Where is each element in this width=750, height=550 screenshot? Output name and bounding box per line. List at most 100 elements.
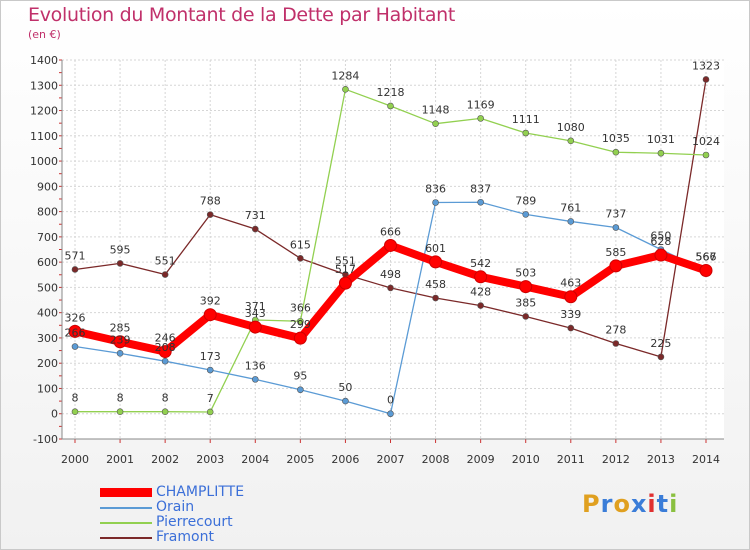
data-label-champlitte: 601 <box>425 242 446 255</box>
data-point-champlitte <box>338 276 352 290</box>
data-label-orain: 173 <box>200 350 221 363</box>
data-label-orain: 836 <box>425 183 446 196</box>
y-tick-label: 1000 <box>30 155 58 168</box>
data-label-pierrecourt: 8 <box>162 392 169 405</box>
data-label-champlitte: 392 <box>200 295 221 308</box>
data-label-pierrecourt: 1080 <box>557 121 585 134</box>
data-point-framont <box>387 284 394 292</box>
data-label-framont: 615 <box>290 238 311 251</box>
legend-item: Orain <box>100 500 244 515</box>
data-label-framont: 385 <box>515 296 536 309</box>
data-label-framont: 595 <box>110 243 131 256</box>
data-label-champlitte: 503 <box>515 267 536 280</box>
data-point-pierrecourt <box>297 317 304 325</box>
data-point-pierrecourt <box>206 408 214 416</box>
x-tick-label: 2004 <box>241 453 269 466</box>
data-label-framont: 571 <box>65 249 86 262</box>
data-point-champlitte <box>248 320 262 334</box>
data-label-orain: 650 <box>650 230 671 243</box>
legend-swatch <box>100 521 152 524</box>
data-label-framont: 498 <box>380 268 401 281</box>
legend-label: Framont <box>156 529 214 545</box>
data-label-champlitte: 517 <box>335 263 356 276</box>
x-tick-label: 2006 <box>331 453 359 466</box>
data-point-pierrecourt <box>116 408 124 416</box>
data-point-orain <box>387 410 394 418</box>
data-point-champlitte <box>203 308 217 322</box>
y-tick-label: 700 <box>37 231 58 244</box>
unit-label: (en €) <box>28 28 61 41</box>
data-label-champlitte: 567 <box>696 250 717 263</box>
data-point-pierrecourt <box>657 149 665 157</box>
data-label-framont: 278 <box>605 323 626 336</box>
data-label-champlitte: 285 <box>110 322 131 335</box>
data-point-pierrecourt <box>342 86 349 93</box>
data-label-orain: 0 <box>387 394 394 407</box>
data-point-framont <box>71 266 79 273</box>
data-label-framont: 731 <box>245 209 266 222</box>
data-label-orain: 737 <box>605 208 626 221</box>
y-tick-label: 500 <box>37 281 58 294</box>
data-label-orain: 837 <box>470 182 491 195</box>
y-tick-label: 1400 <box>30 54 58 67</box>
data-label-framont: 225 <box>650 337 671 350</box>
data-point-champlitte <box>699 263 713 277</box>
y-tick-label: -100 <box>33 433 58 446</box>
data-point-orain <box>342 397 349 405</box>
data-label-framont: 458 <box>425 278 446 291</box>
data-point-champlitte <box>429 255 443 269</box>
data-point-framont <box>206 211 214 218</box>
y-tick-label: 1200 <box>30 105 58 118</box>
data-point-framont <box>251 225 259 233</box>
data-label-orain: 239 <box>110 333 131 346</box>
legend-swatch <box>100 506 152 509</box>
data-point-champlitte <box>564 290 578 304</box>
data-point-framont <box>702 76 710 83</box>
legend-label: Pierrecourt <box>156 514 233 530</box>
y-tick-label: 400 <box>37 307 58 320</box>
data-label-framont: 551 <box>155 255 176 268</box>
data-label-champlitte: 666 <box>380 225 401 238</box>
data-point-orain <box>116 350 124 357</box>
data-label-pierrecourt: 1284 <box>331 69 359 82</box>
data-label-champlitte: 542 <box>470 257 491 270</box>
data-label-pierrecourt: 8 <box>117 392 124 405</box>
x-tick-label: 2010 <box>512 453 540 466</box>
legend-label: Orain <box>156 499 195 515</box>
data-label-pierrecourt: 1024 <box>692 135 720 148</box>
data-label-champlitte: 628 <box>650 235 671 248</box>
x-tick-label: 2011 <box>557 453 585 466</box>
data-label-orain: 95 <box>293 370 307 383</box>
data-label-framont: 788 <box>200 195 221 208</box>
data-label-orain: 136 <box>245 359 266 372</box>
data-point-pierrecourt <box>161 408 169 416</box>
data-label-pierrecourt: 366 <box>290 301 311 314</box>
data-point-framont <box>116 260 124 267</box>
data-point-pierrecourt <box>432 120 439 127</box>
legend-item: Framont <box>100 530 244 545</box>
y-tick-label: 100 <box>37 382 58 395</box>
data-point-champlitte <box>474 270 488 284</box>
data-point-framont <box>432 294 439 302</box>
data-point-pierrecourt <box>612 148 620 156</box>
data-label-framont: 428 <box>470 286 491 299</box>
legend-item: CHAMPLITTE <box>100 485 244 500</box>
data-point-orain <box>206 366 214 374</box>
data-label-orain: 208 <box>155 341 176 354</box>
x-tick-label: 2013 <box>647 453 675 466</box>
x-tick-label: 2005 <box>286 453 314 466</box>
data-point-champlitte <box>68 324 82 338</box>
data-point-champlitte <box>654 248 668 262</box>
data-label-framont: 551 <box>335 255 356 268</box>
y-tick-label: 0 <box>51 408 58 421</box>
y-tick-label: 800 <box>37 206 58 219</box>
legend-swatch <box>100 488 152 497</box>
data-label-orain: 789 <box>515 194 536 207</box>
data-point-framont <box>477 302 484 309</box>
data-point-champlitte <box>384 238 397 252</box>
data-point-champlitte <box>113 335 127 349</box>
data-label-pierrecourt: 371 <box>245 300 266 313</box>
data-label-pierrecourt: 7 <box>207 392 214 405</box>
data-label-pierrecourt: 1148 <box>422 104 450 117</box>
legend-item: Pierrecourt <box>100 515 244 530</box>
